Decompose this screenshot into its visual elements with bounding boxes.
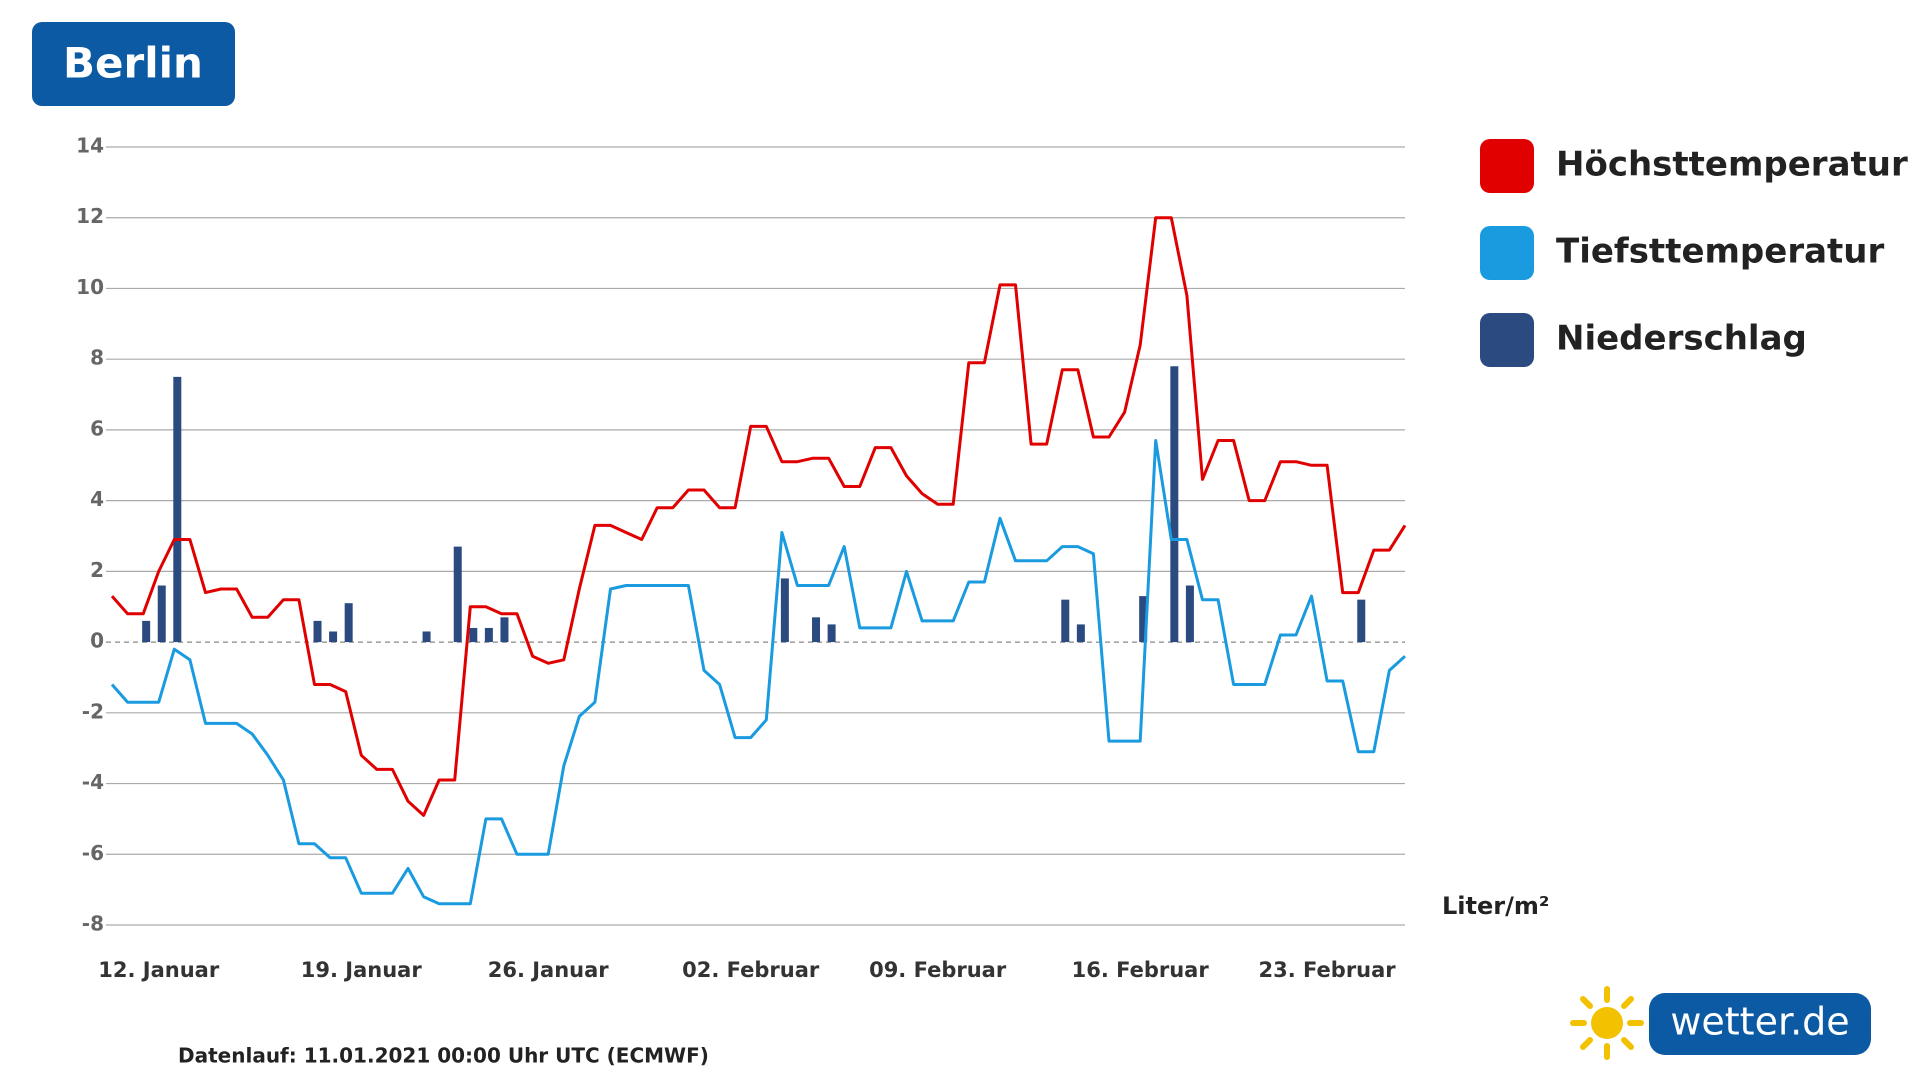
legend-label: Tiefsttemperatur <box>1556 232 1884 272</box>
x-tick-label: 02. Februar <box>682 958 820 982</box>
legend-swatch <box>1480 226 1534 280</box>
y-tick-label: 2 <box>90 558 104 582</box>
logo-text: wetter.de <box>1670 1000 1849 1044</box>
x-tick-label: 23. Februar <box>1259 958 1397 982</box>
bar <box>827 624 836 643</box>
legend-swatch <box>1480 139 1534 193</box>
y-tick-label: 10 <box>76 275 104 299</box>
x-tick-label: 16. Februar <box>1072 958 1210 982</box>
bar <box>1357 599 1366 643</box>
legend-label: Niederschlag <box>1556 319 1807 359</box>
x-tick-label: 09. Februar <box>869 958 1007 982</box>
y-tick-label: 4 <box>90 487 104 511</box>
bar <box>453 546 462 643</box>
x-tick-label: 19. Januar <box>301 958 423 982</box>
bar <box>313 620 322 643</box>
y-tick-label: 8 <box>90 346 104 370</box>
bar <box>484 627 493 643</box>
bar <box>1170 366 1179 643</box>
bar <box>500 617 509 643</box>
bar <box>1076 624 1085 643</box>
y-tick-label: -8 <box>82 912 104 936</box>
x-tick-label: 26. Januar <box>488 958 610 982</box>
y-tick-label: 6 <box>90 416 104 440</box>
y-tick-label: -2 <box>82 699 104 723</box>
chart-title: Berlin <box>63 39 203 88</box>
bar <box>344 603 353 643</box>
unit-label: Liter/m² <box>1442 892 1549 920</box>
bar <box>780 578 789 643</box>
y-tick-label: 14 <box>76 134 104 158</box>
footnote: Datenlauf: 11.01.2021 00:00 Uhr UTC (ECM… <box>178 1044 709 1068</box>
bar <box>1185 585 1194 643</box>
legend-label: Höchsttemperatur <box>1556 145 1908 185</box>
bar <box>1061 599 1070 643</box>
bar <box>157 585 166 643</box>
x-tick-label: 12. Januar <box>98 958 220 982</box>
bar <box>422 631 431 643</box>
bar <box>812 617 821 643</box>
bar <box>173 376 182 643</box>
bar <box>142 620 151 643</box>
y-tick-label: 0 <box>90 629 104 653</box>
legend-swatch <box>1480 313 1534 367</box>
bar <box>1139 596 1148 643</box>
line <box>110 439 1407 906</box>
y-tick-label: -6 <box>82 841 104 865</box>
bar <box>469 627 478 643</box>
title-box <box>32 22 235 106</box>
y-tick-label: 12 <box>76 204 104 228</box>
logo: wetter.de <box>1570 986 1871 1060</box>
line <box>110 216 1407 817</box>
y-tick-label: -4 <box>82 770 104 794</box>
bar <box>329 631 338 643</box>
